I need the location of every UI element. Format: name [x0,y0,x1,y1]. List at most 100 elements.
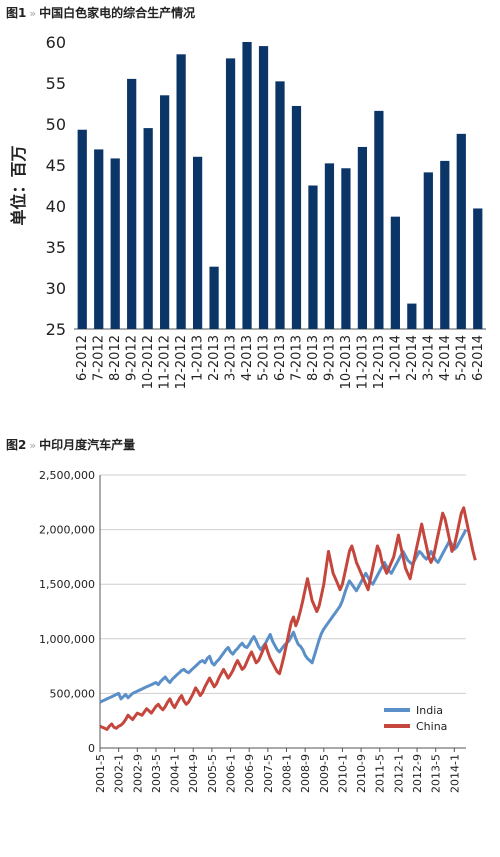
bar [390,216,400,329]
series-line-india [99,528,468,704]
bar [110,158,120,329]
x-tick-label: 10-2012 [141,335,156,389]
bar [143,128,153,329]
x-tick-label: 2013-5 [430,754,443,793]
y-tick-label: 60 [46,33,66,52]
x-tick-label: 2003-5 [150,754,163,793]
x-tick-label: 12-2013 [372,335,387,389]
x-tick-label: 4-2014 [438,335,453,381]
figure-1-number: 图1 [6,6,27,20]
y-tick-label: 0 [88,742,95,755]
x-tick-label: 6-2014 [471,335,486,381]
bar [374,110,384,329]
bar [225,58,236,330]
bar [291,105,302,330]
y-tick-label: 50 [46,115,66,134]
x-tick-label: 2006-9 [243,754,256,793]
bar [77,129,87,329]
bar [357,146,368,329]
x-tick-label: 5-2013 [257,335,272,381]
x-tick-label: 9-2012 [125,335,140,381]
y-axis-label: 单位：百万 [9,145,28,225]
x-tick-label: 2002-9 [131,754,144,793]
x-tick-label: 2011-5 [374,754,387,793]
line-chart: 0 500,000 1,000,000 1,500,000 2,000,000 2,500… [39,469,477,793]
x-tick-label: 2012-1 [392,754,405,793]
x-tick-label: 2014-1 [448,754,461,793]
bar [242,42,252,329]
figure-1-separator: » [29,7,37,20]
figure-1-header: 图1» 中国白色家电的综合生产情况 [6,4,195,21]
x-tick-label: 3-2013 [224,335,239,381]
figure-2-header: 图2» 中印月度汽车产量 [6,436,135,453]
figure-2-separator: » [29,439,37,452]
bar [407,303,417,329]
x-tick-label: 4-2013 [240,335,255,381]
x-tick-label: 2-2013 [207,335,222,381]
y-tick-label: 40 [46,197,66,216]
x-tick-label: 2009-5 [318,754,331,793]
bar [94,149,104,329]
x-tick-label: 9-2013 [322,335,337,381]
y-tick-label: 500,000 [50,687,96,700]
y-tick-label: 2,500,000 [39,469,95,482]
bar [324,163,335,329]
bar [160,95,170,329]
figure-1: 图1» 中国白色家电的综合生产情况 25 30 35 40 45 50 55 60 单位：百万 6-… [0,0,500,420]
x-tick-label: 11-2013 [355,335,370,389]
bar [127,78,137,330]
y-tick-label: 25 [46,320,66,339]
x-tick-label: 2002-1 [113,754,126,793]
bar [341,168,351,329]
legend-label-india: India [416,704,443,717]
x-tick-label: 8-2013 [306,335,321,381]
x-tick-label: 2004-1 [169,754,182,793]
legend-label-china: China [416,720,447,733]
x-tick-label: 10-2013 [339,335,354,389]
x-tick-label: 6-2012 [75,335,90,381]
x-tick-label: 11-2012 [158,335,173,389]
x-tick-label: 2001-5 [94,754,107,793]
bar [192,156,203,329]
x-tick-label: 7-2012 [92,335,107,381]
figure-2-number: 图2 [6,438,27,452]
y-tick-label: 55 [46,74,66,93]
x-tick-label: 2007-5 [262,754,275,793]
y-tick-label: 35 [46,238,66,257]
bar [473,208,483,329]
x-tick-label: 2006-1 [225,754,238,793]
x-tick-label: 2008-9 [299,754,312,793]
figure-2: 图2» 中印月度汽车产量 0 500,000 1,000,000 1,500,000 2,… [0,428,500,857]
x-tick-label: 6-2013 [273,335,288,381]
bar [258,46,269,329]
x-tick-label: 2010-1 [336,754,349,793]
bar [209,266,219,329]
figure-1-title: 中国白色家电的综合生产情况 [39,6,196,20]
x-tick-label: 2-2014 [405,335,420,381]
bar [456,133,466,329]
x-tick-label: 2004-9 [187,754,200,793]
x-tick-label: 2012-9 [411,754,424,793]
series-line-china [99,506,477,731]
x-tick-label: 12-2012 [174,335,189,389]
x-tick-label: 2005-5 [206,754,219,793]
bar [275,81,285,329]
y-tick-label: 2,000,000 [39,524,95,537]
y-tick-label: 1,000,000 [39,633,95,646]
x-tick-label: 2008-1 [280,754,293,793]
bar [308,185,318,329]
x-tick-label: 1-2013 [191,335,206,381]
y-tick-label: 1,500,000 [39,578,95,591]
x-tick-label: 1-2014 [388,335,403,381]
y-tick-label: 30 [46,279,66,298]
x-tick-label: 8-2012 [108,335,123,381]
bar [176,54,186,330]
x-tick-label: 3-2014 [421,335,436,381]
x-tick-label: 5-2014 [454,335,469,381]
bar [423,172,433,329]
x-tick-label: 2010-9 [355,754,368,793]
x-tick-label: 7-2013 [289,335,304,381]
bar [440,160,450,329]
y-tick-label: 45 [46,156,66,175]
